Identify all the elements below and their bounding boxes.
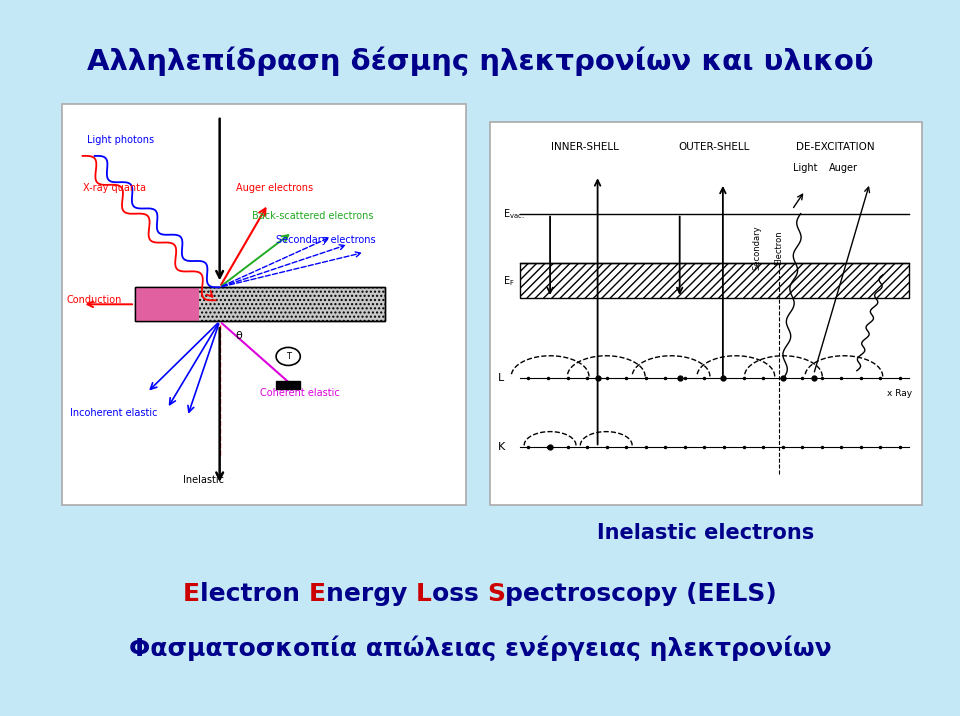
Text: Secondary electrons: Secondary electrons <box>276 235 375 245</box>
Text: Auger electrons: Auger electrons <box>236 183 313 193</box>
Text: lectron: lectron <box>200 582 309 606</box>
Text: Electron: Electron <box>775 231 783 266</box>
Text: x Ray: x Ray <box>887 390 912 398</box>
Bar <box>276 382 300 389</box>
Bar <box>135 287 385 321</box>
Text: Light photons: Light photons <box>86 135 154 145</box>
Text: oss: oss <box>432 582 488 606</box>
Text: Inelastic: Inelastic <box>183 475 224 485</box>
Text: Auger: Auger <box>829 163 858 173</box>
Text: Back-scattered electrons: Back-scattered electrons <box>252 211 373 221</box>
Text: INNER-SHELL: INNER-SHELL <box>551 142 618 152</box>
Text: E: E <box>183 582 200 606</box>
Bar <box>62 104 466 505</box>
Text: DE-EXCITATION: DE-EXCITATION <box>796 142 875 152</box>
Text: Inelastic electrons: Inelastic electrons <box>597 523 814 543</box>
Text: T: T <box>286 352 291 361</box>
Bar <box>135 287 200 321</box>
Text: OUTER-SHELL: OUTER-SHELL <box>679 142 750 152</box>
Text: E$_{\rm F}$: E$_{\rm F}$ <box>503 274 515 288</box>
Text: E$_{\rm vac.}$: E$_{\rm vac.}$ <box>503 207 524 221</box>
Text: pectroscopy (EELS): pectroscopy (EELS) <box>505 582 777 606</box>
Text: Coherent elastic: Coherent elastic <box>260 387 340 397</box>
Text: Φασματοσκοπία απώλειας ενέργειας ηλεκτρονίων: Φασματοσκοπία απώλειας ενέργειας ηλεκτρο… <box>129 635 831 661</box>
Bar <box>490 122 922 505</box>
Text: E: E <box>309 582 325 606</box>
Text: Secondary: Secondary <box>753 226 762 271</box>
Text: Conduction: Conduction <box>66 295 122 305</box>
Text: θ: θ <box>236 332 243 342</box>
Text: L: L <box>416 582 432 606</box>
Bar <box>520 263 908 298</box>
Text: L: L <box>498 373 505 383</box>
Text: Light: Light <box>793 163 817 173</box>
Text: K: K <box>498 442 506 453</box>
Text: S: S <box>488 582 505 606</box>
Text: nergy: nergy <box>325 582 416 606</box>
Text: Αλληλεπίδραση δέσμης ηλεκτρονίων και υλικού: Αλληλεπίδραση δέσμης ηλεκτρονίων και υλι… <box>86 46 874 76</box>
Bar <box>135 287 385 321</box>
Text: X-ray quanta: X-ray quanta <box>83 183 146 193</box>
Text: Incoherent elastic: Incoherent elastic <box>70 407 158 417</box>
